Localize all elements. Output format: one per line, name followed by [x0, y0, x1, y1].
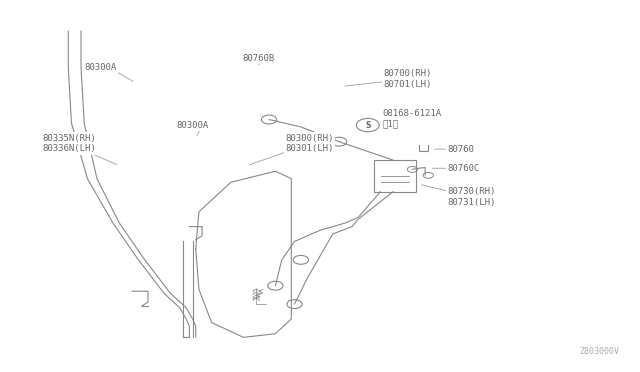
- Text: 80300A: 80300A: [84, 63, 116, 72]
- Text: Z803000V: Z803000V: [579, 347, 620, 356]
- Text: 80760B: 80760B: [243, 54, 275, 63]
- FancyBboxPatch shape: [374, 160, 415, 192]
- Text: 80730(RH)
80731(LH): 80730(RH) 80731(LH): [447, 187, 496, 207]
- Text: 80760: 80760: [447, 145, 474, 154]
- Text: 80335N(RH)
80336N(LH): 80335N(RH) 80336N(LH): [43, 134, 97, 153]
- Text: 08168-6121A
（1）: 08168-6121A （1）: [383, 109, 442, 128]
- Text: 80300A: 80300A: [177, 121, 209, 129]
- Text: 80760C: 80760C: [447, 164, 480, 173]
- Text: S: S: [365, 121, 371, 129]
- Text: 80700(RH)
80701(LH): 80700(RH) 80701(LH): [384, 69, 432, 89]
- Text: 80300(RH)
80301(LH): 80300(RH) 80301(LH): [285, 134, 333, 153]
